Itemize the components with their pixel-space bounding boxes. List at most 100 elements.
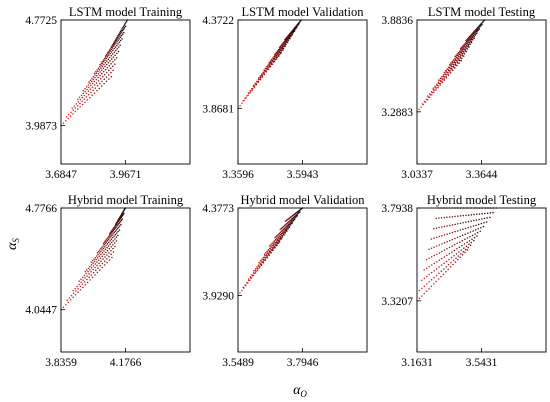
- scatter-point: [74, 294, 77, 296]
- scatter-point: [436, 84, 438, 87]
- scatter-point: [276, 234, 278, 237]
- scatter-point: [106, 243, 109, 245]
- scatter-point: [275, 240, 278, 242]
- scatter-point: [464, 227, 467, 230]
- scatter-point: [466, 237, 469, 239]
- scatter-point: [461, 244, 463, 247]
- scatter-point: [256, 266, 258, 268]
- scatter-point: [418, 108, 420, 111]
- scatter-point: [120, 32, 122, 35]
- scatter-point: [467, 226, 469, 229]
- scatter-point: [99, 250, 102, 253]
- scatter-point: [85, 96, 88, 98]
- scatter-point: [84, 284, 87, 286]
- scatter-point: [110, 54, 113, 57]
- scatter-point: [421, 295, 423, 297]
- panel-title: Hybrid model Validation: [240, 193, 365, 207]
- scatter-point: [74, 110, 77, 113]
- scatter-point: [431, 91, 434, 94]
- scatter-point: [65, 120, 67, 122]
- scatter-point: [463, 243, 466, 245]
- scatter-point: [105, 244, 107, 247]
- scatter-point: [448, 63, 451, 66]
- y-tick-label: 3.8836: [381, 15, 413, 27]
- scatter-point: [92, 268, 94, 271]
- scatter-point: [106, 60, 108, 62]
- scatter-point: [92, 75, 95, 78]
- scatter-point: [268, 254, 270, 256]
- scatter-point: [84, 90, 86, 93]
- scatter-point: [110, 46, 113, 49]
- scatter-point: [114, 59, 116, 61]
- scatter-point: [439, 84, 441, 86]
- scatter-point: [470, 38, 473, 41]
- scatter-point: [287, 228, 289, 230]
- scatter-point: [102, 258, 104, 260]
- scatter-point: [264, 255, 266, 257]
- scatter-point: [79, 102, 81, 105]
- scatter-point: [482, 20, 485, 22]
- scatter-point: [274, 246, 276, 249]
- y-axis-label: αS: [5, 238, 21, 250]
- y-tick-label: 4.7725: [25, 15, 57, 27]
- scatter-point: [451, 238, 454, 241]
- scatter-point: [440, 217, 443, 219]
- scatter-point: [93, 80, 96, 83]
- scatter-point: [264, 257, 267, 259]
- scatter-point: [432, 87, 435, 89]
- scatter-point: [278, 46, 281, 49]
- scatter-point: [115, 226, 117, 228]
- scatter-point: [114, 238, 116, 240]
- scatter-point: [91, 77, 93, 80]
- y-tick-label: 3.9290: [202, 291, 234, 303]
- scatter-point: [258, 77, 260, 79]
- scatter-point: [103, 73, 106, 76]
- scatter-point: [461, 234, 464, 237]
- scatter-point: [86, 88, 88, 91]
- scatter-point: [109, 56, 111, 59]
- scatter-point: [86, 281, 89, 284]
- scatter-point: [269, 65, 272, 68]
- scatter-point: [465, 214, 467, 217]
- scatter-point: [280, 232, 283, 235]
- scatter-point: [460, 50, 463, 52]
- scatter-point: [261, 73, 263, 75]
- scatter-point: [441, 78, 444, 80]
- scatter-point: [273, 60, 276, 63]
- scatter-point: [266, 255, 268, 257]
- scatter-point: [247, 282, 249, 284]
- scatter-point: [109, 60, 111, 62]
- scatter-point: [114, 44, 116, 46]
- scatter-point: [110, 253, 112, 256]
- scatter-point: [452, 63, 455, 66]
- scatter-point: [483, 217, 486, 220]
- panel-title: LSTM model Validation: [242, 5, 365, 19]
- scatter-point: [460, 59, 462, 62]
- scatter-point: [93, 260, 96, 263]
- scatter-point: [464, 251, 466, 254]
- scatter-point: [88, 276, 90, 278]
- scatter-point: [110, 235, 112, 238]
- scatter-point: [84, 88, 86, 90]
- scatter-point: [113, 235, 115, 237]
- scatter-point: [471, 234, 474, 237]
- scatter-point: [91, 276, 94, 279]
- scatter-point: [95, 70, 97, 73]
- scatter-point: [472, 230, 474, 232]
- scatter-point: [428, 96, 431, 98]
- scatter-point: [100, 85, 103, 87]
- scatter-point: [438, 226, 440, 229]
- scatter-point: [117, 50, 120, 53]
- scatter-point: [69, 115, 72, 117]
- scatter-point: [447, 74, 450, 77]
- scatter-point: [283, 227, 286, 230]
- scatter-point: [98, 68, 101, 71]
- scatter-point: [463, 52, 466, 55]
- scatter-point: [489, 216, 491, 219]
- scatter-point: [294, 28, 297, 30]
- scatter-point: [438, 272, 440, 275]
- scatter-point: [289, 224, 292, 226]
- scatter-point: [112, 43, 115, 46]
- scatter-point: [117, 39, 119, 41]
- scatter-point: [110, 232, 113, 234]
